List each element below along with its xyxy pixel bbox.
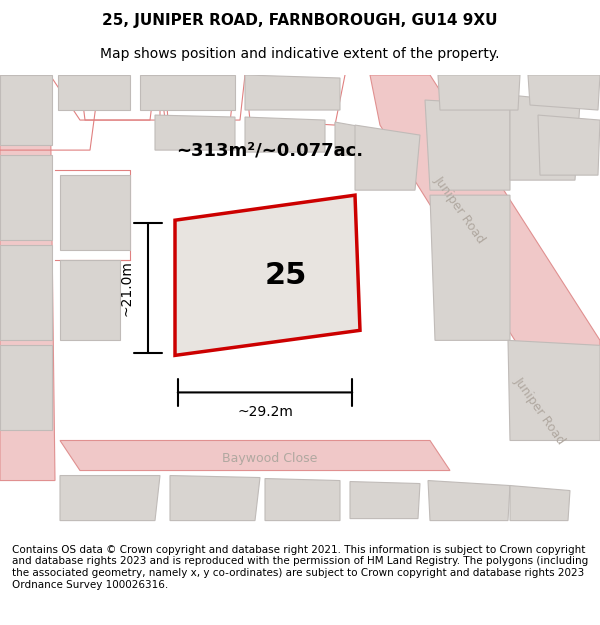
Text: Juniper Road: Juniper Road xyxy=(512,374,568,447)
Text: Baywood Close: Baywood Close xyxy=(223,452,317,465)
Polygon shape xyxy=(370,75,600,411)
Text: 25, JUNIPER ROAD, FARNBOROUGH, GU14 9XU: 25, JUNIPER ROAD, FARNBOROUGH, GU14 9XU xyxy=(102,14,498,29)
Polygon shape xyxy=(0,75,52,145)
Polygon shape xyxy=(510,486,570,521)
Text: Map shows position and indicative extent of the property.: Map shows position and indicative extent… xyxy=(100,47,500,61)
Polygon shape xyxy=(265,479,340,521)
Text: ~313m²/~0.077ac.: ~313m²/~0.077ac. xyxy=(176,141,364,159)
Polygon shape xyxy=(245,117,325,152)
Polygon shape xyxy=(170,476,260,521)
Polygon shape xyxy=(528,75,600,110)
Text: Juniper Road: Juniper Road xyxy=(432,174,488,246)
Polygon shape xyxy=(60,441,450,471)
Text: Contains OS data © Crown copyright and database right 2021. This information is : Contains OS data © Crown copyright and d… xyxy=(12,545,588,589)
Polygon shape xyxy=(245,75,340,110)
Polygon shape xyxy=(355,125,420,190)
Polygon shape xyxy=(350,481,420,519)
Polygon shape xyxy=(0,75,55,481)
Polygon shape xyxy=(430,195,510,341)
Text: ~29.2m: ~29.2m xyxy=(237,406,293,419)
Polygon shape xyxy=(60,175,130,250)
Polygon shape xyxy=(510,95,580,180)
Text: ~21.0m: ~21.0m xyxy=(119,260,133,316)
Polygon shape xyxy=(58,75,130,110)
Polygon shape xyxy=(175,195,360,356)
Polygon shape xyxy=(0,245,52,341)
Polygon shape xyxy=(140,75,235,110)
Polygon shape xyxy=(538,115,600,175)
Polygon shape xyxy=(60,476,160,521)
Polygon shape xyxy=(508,341,600,441)
Polygon shape xyxy=(335,122,380,155)
Text: 25: 25 xyxy=(265,261,307,290)
Polygon shape xyxy=(438,75,520,110)
Polygon shape xyxy=(60,260,120,341)
Polygon shape xyxy=(428,481,510,521)
Polygon shape xyxy=(0,346,52,431)
Polygon shape xyxy=(425,100,510,190)
Polygon shape xyxy=(155,115,235,150)
Polygon shape xyxy=(0,155,52,240)
